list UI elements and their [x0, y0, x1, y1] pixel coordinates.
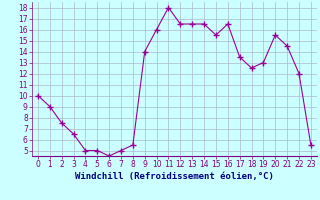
X-axis label: Windchill (Refroidissement éolien,°C): Windchill (Refroidissement éolien,°C) [75, 172, 274, 181]
